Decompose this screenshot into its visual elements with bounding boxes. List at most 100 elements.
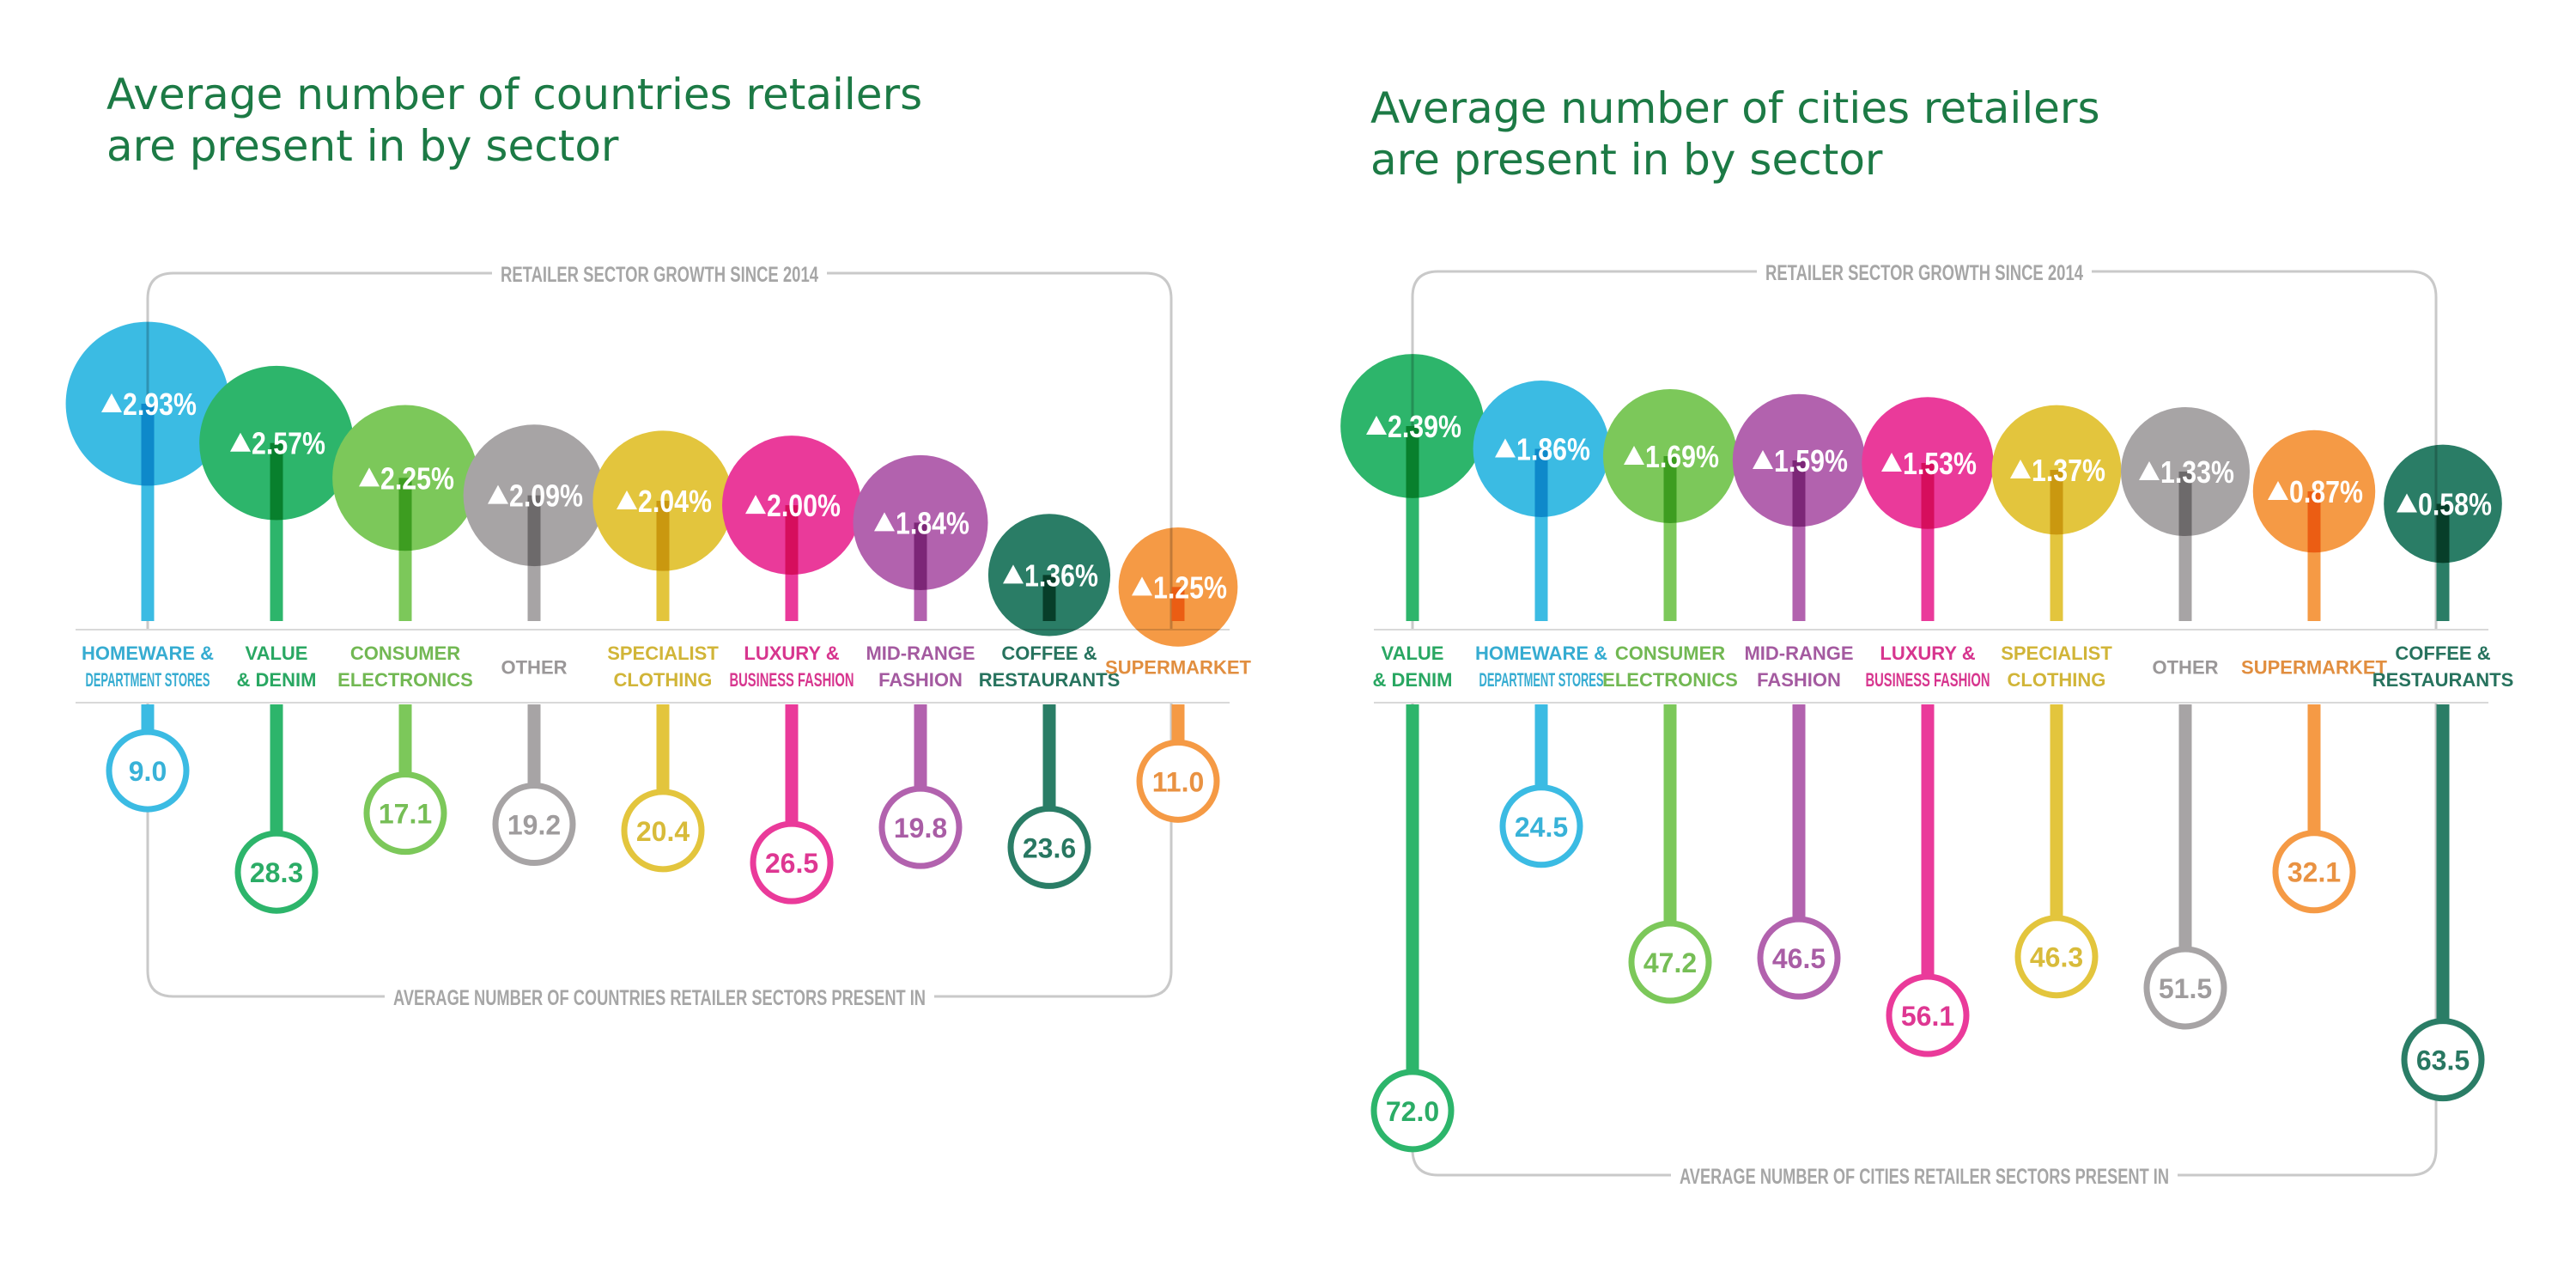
top-label-bg: [492, 259, 827, 287]
growth-bubble-consumer-electronics: [1602, 388, 1738, 524]
up-arrow-icon: [2397, 493, 2417, 513]
value-circle-supermarket: [1136, 739, 1220, 823]
growth-label-value-denim: 2.39%: [1388, 409, 1461, 444]
chart-countries: RETAILER SECTOR GROWTH SINCE 2014 AVERAGE…: [65, 259, 1252, 1010]
up-arrow-icon: [1003, 564, 1024, 584]
growth-label-luxury-business-fashion: 2.00%: [767, 488, 841, 523]
growth-bubble-coffee-restaurants: [987, 514, 1111, 637]
up-arrow-icon: [230, 432, 251, 452]
growth-label-supermarket: 0.87%: [2289, 474, 2363, 509]
value-circle-homeware-department-stores: [1499, 784, 1583, 868]
category-label-supermarket: SUPERMARKET: [2241, 657, 2387, 679]
value-label-coffee-restaurants: 63.5: [2416, 1045, 2470, 1076]
value-label-other: 51.5: [2159, 973, 2212, 1004]
growth-label-specialist-clothing: 1.37%: [2032, 453, 2105, 488]
category-label-luxury-business-fashion: BUSINESS FASHION: [1866, 669, 1990, 691]
value-circle-supermarket: [2272, 830, 2356, 914]
growth-bubble-specialist-clothing: [592, 430, 733, 571]
category-label-specialist-clothing: SPECIALIST: [607, 643, 719, 664]
growth-bubble-luxury-business-fashion: [722, 436, 861, 576]
growth-label-coffee-restaurants: 0.58%: [2418, 487, 2492, 522]
growth-label-consumer-electronics: 1.69%: [1645, 439, 1719, 474]
value-circle-mid-range-fashion: [1757, 916, 1841, 1000]
growth-bubble-value-denim: [1340, 354, 1485, 498]
category-label-specialist-clothing: CLOTHING: [614, 669, 713, 691]
label-band: [76, 630, 1230, 703]
stem-lower-other: [2178, 704, 2192, 988]
growth-bubble-mid-range-fashion: [853, 454, 988, 590]
category-label-homeware-department-stores: HOMEWARE &: [1475, 643, 1607, 664]
category-label-mid-range-fashion: MID-RANGE: [866, 643, 975, 664]
growth-bubble-homeware-department-stores: [65, 321, 230, 486]
category-label-other: OTHER: [501, 657, 568, 679]
up-arrow-icon: [1132, 576, 1152, 596]
growth-label-homeware-department-stores: 2.93%: [123, 387, 197, 422]
up-arrow-icon: [101, 393, 122, 412]
value-circle-consumer-electronics: [1628, 920, 1712, 1004]
category-label-specialist-clothing: SPECIALIST: [2001, 643, 2112, 664]
bubble-labels: 2.93% 2.57% 2.25% 2.09% 2.04% 2.00% 1.84% 1.36%…: [101, 387, 1227, 605]
category-label-luxury-business-fashion: LUXURY &: [744, 643, 839, 664]
up-arrow-icon: [2268, 481, 2288, 500]
chart-title-cities: Average number of cities retailers are p…: [1370, 82, 2100, 186]
category-label-other: OTHER: [2153, 657, 2219, 679]
category-label-value-denim: VALUE: [1382, 643, 1444, 664]
category-label-consumer-electronics: CONSUMER: [350, 643, 460, 664]
up-arrow-icon: [359, 467, 380, 487]
value-circle-luxury-business-fashion: [750, 820, 834, 905]
value-label-other: 19.2: [507, 810, 561, 841]
value-label-supermarket: 32.1: [2287, 857, 2341, 888]
growth-bubble-supermarket: [1118, 527, 1238, 647]
stem-lower-specialist-clothing: [2050, 704, 2063, 957]
category-label-value-denim: & DENIM: [237, 669, 317, 691]
up-arrow-icon: [874, 512, 895, 532]
value-label-specialist-clothing: 20.4: [636, 816, 690, 847]
up-arrow-icon: [488, 484, 508, 504]
growth-bubble-supermarket: [2252, 429, 2376, 553]
value-circle-other: [2143, 946, 2227, 1030]
category-label-coffee-restaurants: RESTAURANTS: [979, 669, 1121, 691]
growth-label-value-denim: 2.57%: [252, 426, 325, 461]
value-label-mid-range-fashion: 19.8: [894, 813, 947, 844]
growth-label-other: 2.09%: [509, 478, 583, 514]
growth-bubble-coffee-restaurants: [2384, 444, 2502, 563]
growth-label-supermarket: 1.25%: [1153, 570, 1227, 605]
chart-title-line: Average number of cities retailers: [1370, 83, 2100, 133]
category-label-mid-range-fashion: FASHION: [1757, 669, 1841, 691]
up-arrow-icon: [1753, 450, 1773, 469]
stem-lower-mid-range-fashion: [1792, 704, 1806, 959]
category-label-homeware-department-stores: HOMEWARE &: [82, 643, 214, 664]
stem-lower-luxury-business-fashion: [1921, 704, 1935, 1016]
growth-bubble-mid-range-fashion: [1732, 393, 1866, 527]
category-label-luxury-business-fashion: BUSINESS FASHION: [730, 669, 854, 691]
growth-label-consumer-electronics: 2.25%: [380, 460, 454, 496]
growth-label-specialist-clothing: 2.04%: [638, 484, 712, 519]
value-circle-specialist-clothing: [2014, 915, 2099, 999]
growth-bubble-other: [463, 424, 605, 567]
value-label-value-denim: 72.0: [1386, 1096, 1439, 1127]
growth-bubble-specialist-clothing: [1991, 405, 2122, 535]
top-label-bg: [1757, 258, 2092, 285]
value-label-consumer-electronics: 17.1: [379, 799, 432, 830]
chart-frame: [1411, 270, 2438, 1177]
stem-lower-value-denim: [1406, 704, 1419, 1111]
up-arrow-icon: [1881, 453, 1902, 472]
growth-label-luxury-business-fashion: 1.53%: [1903, 446, 1977, 481]
value-label-homeware-department-stores: 24.5: [1515, 812, 1568, 843]
value-label-mid-range-fashion: 46.5: [1772, 943, 1826, 974]
chart-title-countries: Average number of countries retailers ar…: [106, 69, 922, 172]
category-label-supermarket: SUPERMARKET: [1105, 657, 1251, 679]
category-label-coffee-restaurants: COFFEE &: [1001, 643, 1097, 664]
growth-label-mid-range-fashion: 1.84%: [896, 505, 969, 540]
value-circle-other: [492, 783, 576, 867]
growth-label-coffee-restaurants: 1.36%: [1024, 557, 1098, 593]
value-label-coffee-restaurants: 23.6: [1023, 832, 1076, 863]
stem-lower-consumer-electronics: [1663, 704, 1677, 962]
value-circle-value-denim: [234, 830, 319, 914]
category-label-consumer-electronics: ELECTRONICS: [337, 669, 473, 691]
category-label-value-denim: & DENIM: [1373, 669, 1453, 691]
value-label-supermarket: 11.0: [1152, 766, 1205, 797]
stem-lower-supermarket: [2307, 704, 2321, 872]
growth-bubbles: [1340, 354, 2502, 563]
value-circle-luxury-business-fashion: [1886, 973, 1970, 1057]
